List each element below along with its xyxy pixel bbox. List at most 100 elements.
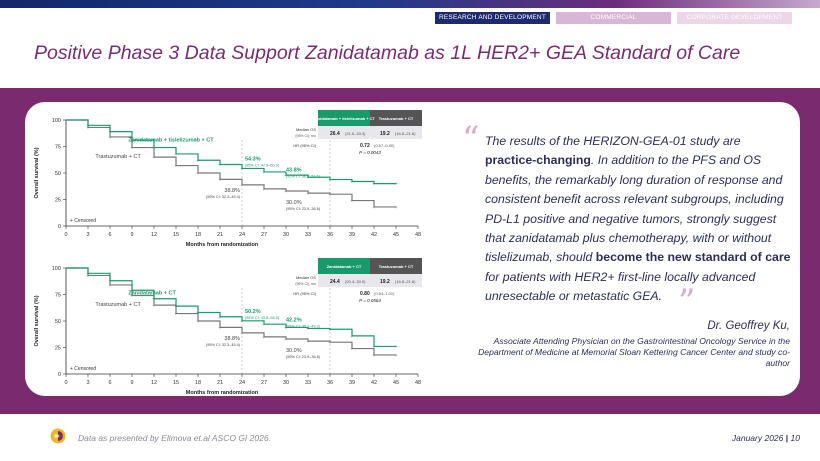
censor-mark-tras: +	[109, 283, 112, 289]
censor-mark-zani: +	[351, 334, 354, 340]
x-axis-label: Months from randomization	[186, 390, 259, 396]
table-cell-bg	[370, 274, 422, 287]
x-tick-label: 12	[151, 380, 157, 386]
x-tick-label: 48	[415, 232, 421, 238]
annotation-tras-36mo-ci: (95% CI: 23.9–36.8)	[286, 355, 321, 359]
censor-mark-zani: +	[197, 158, 200, 164]
censor-mark-tras: +	[263, 335, 266, 341]
y-tick-label: 0	[58, 372, 61, 378]
x-tick-label: 6	[108, 232, 111, 238]
table-median-col1-ci: (21.5–33.3)	[345, 131, 366, 136]
tab-commercial[interactable]: COMMERCIAL	[556, 12, 671, 24]
censor-mark-zani: +	[131, 138, 134, 144]
censored-legend: + Censored	[70, 218, 96, 224]
censor-mark-tras: +	[241, 331, 244, 337]
x-tick-label: 36	[327, 232, 333, 238]
table-median-col1-ci: (20.4–30.0)	[345, 279, 366, 284]
x-tick-label: 27	[261, 232, 267, 238]
x-tick-label: 15	[173, 232, 179, 238]
x-tick-label: 45	[393, 380, 399, 386]
x-tick-label: 42	[371, 232, 377, 238]
x-tick-label: 18	[195, 232, 201, 238]
censor-mark-zani: +	[109, 279, 112, 285]
x-tick-label: 21	[217, 380, 223, 386]
x-tick-label: 0	[64, 380, 67, 386]
quote-close-mark: ”	[678, 282, 696, 322]
censor-mark-zani: +	[87, 271, 90, 277]
quote-text: The results of the HERIZON-GEA-01 study …	[485, 132, 795, 307]
y-tick-label: 50	[55, 171, 61, 177]
y-axis-label: Overall survival (%)	[34, 295, 40, 346]
table-hr-value: 0.72	[360, 143, 370, 149]
censor-mark-tras: +	[175, 312, 178, 318]
x-tick-label: 3	[86, 232, 89, 238]
censor-mark-tras: +	[351, 199, 354, 205]
annotation-tras-24mo-ci: (95% CI: 32.3–45.4)	[206, 343, 241, 347]
censor-mark-tras: +	[109, 135, 112, 141]
tab-corporate-development[interactable]: CORPORATE DEVELOPMENT	[677, 12, 792, 24]
footer-source-note: Data as presented by Elimova et.al ASCO …	[78, 433, 271, 443]
censor-mark-zani: +	[241, 166, 244, 172]
x-tick-label: 39	[349, 380, 355, 386]
censor-mark-tras: +	[329, 340, 332, 346]
table-header-col1-bg	[318, 110, 370, 126]
series-label-zanidatamab: Zanidatamab + tislelizumab + CT	[128, 138, 214, 144]
censor-mark-tras: +	[219, 177, 222, 183]
series-line-trastuzumab	[66, 267, 396, 356]
x-tick-label: 6	[108, 380, 111, 386]
table-median-col2-ci: (16.8–21.8)	[395, 131, 416, 136]
censor-mark-zani: +	[109, 130, 112, 136]
censor-mark-tras: +	[87, 125, 90, 131]
censor-mark-tras: +	[131, 294, 134, 300]
y-tick-label: 100	[52, 266, 61, 272]
x-tick-label: 15	[173, 380, 179, 386]
x-tick-label: 33	[305, 232, 311, 238]
censor-mark-tras: +	[153, 303, 156, 309]
censor-mark-tras: +	[263, 187, 266, 193]
table-header-col1-bg	[318, 258, 370, 274]
censor-mark-tras: +	[307, 339, 310, 345]
table-hr-value: 0.80	[360, 291, 370, 297]
table-row1-label: Median OS	[296, 275, 316, 280]
censor-mark-tras: +	[153, 155, 156, 161]
table-header-col2: Trastuzumab + CT	[379, 264, 414, 269]
x-tick-label: 36	[327, 380, 333, 386]
censor-mark-zani: +	[241, 319, 244, 325]
censor-mark-tras: +	[373, 205, 376, 211]
annotation-tras-24mo-ci: (95% CI: 32.3–45.4)	[206, 195, 241, 199]
censor-mark-tras: +	[131, 146, 134, 152]
table-row1-sub: (95% CI), mo	[295, 134, 316, 138]
x-tick-label: 24	[239, 232, 245, 238]
tab-research-and-development[interactable]: RESEARCH AND DEVELOPMENT	[435, 12, 550, 24]
censor-mark-zani: +	[175, 152, 178, 158]
annotation-zani-24mo-value: 54.3%	[245, 156, 261, 162]
x-tick-label: 18	[195, 380, 201, 386]
x-tick-label: 39	[349, 232, 355, 238]
censor-mark-zani: +	[395, 344, 398, 350]
censor-mark-zani: +	[219, 163, 222, 169]
x-tick-label: 21	[217, 232, 223, 238]
annotation-zani-24mo-value: 50.2%	[245, 309, 261, 315]
table-header-col2-bg	[370, 258, 422, 274]
annotation-zani-24mo-ci: (95% CI: 43.8–56.3)	[245, 316, 280, 320]
censor-mark-tras: +	[241, 183, 244, 189]
series-label-trastuzumab: Trastuzumab + CT	[95, 154, 141, 160]
table-row1-sub: (95% CI), mo	[295, 282, 316, 286]
y-tick-label: 75	[55, 293, 61, 299]
table-median-col2: 19.2	[380, 131, 390, 137]
author-name: Dr. Geoffrey Ku,	[707, 320, 790, 332]
censor-mark-zani: +	[285, 325, 288, 331]
censor-mark-tras: +	[329, 192, 332, 198]
table-row2-label: HR (95% CI)	[293, 291, 316, 296]
x-tick-label: 27	[261, 380, 267, 386]
censor-mark-zani: +	[87, 123, 90, 129]
annotation-zani-24mo-ci: (95% CI: 47.9–60.3)	[245, 163, 280, 167]
annotation-tras-24mo-value: 38.8%	[224, 188, 240, 194]
table-header-col2-bg	[370, 110, 422, 126]
table-header-col1: Zanidatamab + CT	[327, 264, 362, 269]
censor-mark-tras: +	[307, 191, 310, 197]
series-label-zanidatamab: Zanidatamab + CT	[128, 291, 176, 297]
censor-mark-zani: +	[197, 311, 200, 317]
author-affiliation: Associate Attending Physician on the Gas…	[478, 336, 790, 368]
y-tick-label: 75	[55, 145, 61, 151]
